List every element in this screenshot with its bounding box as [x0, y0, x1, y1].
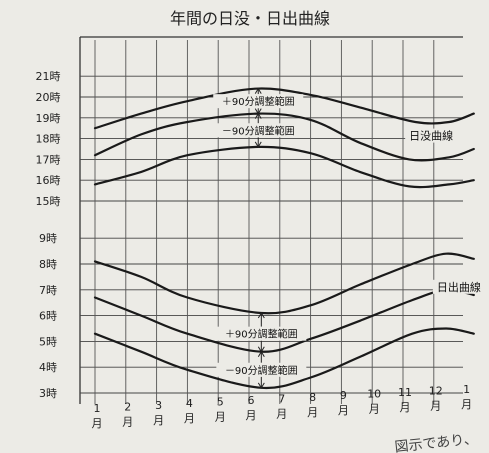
sunset-curve [93, 145, 475, 189]
curve-label-bg [432, 279, 489, 294]
x-tick-unit: 月 [369, 403, 380, 416]
sunrise-curve [93, 327, 475, 390]
x-tick-number: 11 [398, 386, 412, 399]
y-tick-label: 9時 [39, 232, 57, 245]
annotation-label: －90分調整範囲 [222, 124, 295, 137]
y-tick-label: 6時 [39, 310, 57, 323]
x-tick-number: 9 [340, 389, 347, 402]
footer-text: 図示であり、 [394, 431, 479, 453]
y-tick-label: 18時 [36, 133, 61, 146]
x-tick-unit: 月 [276, 407, 287, 420]
x-tick-number: 8 [309, 391, 316, 404]
sunset-curve [93, 87, 475, 130]
x-tick-number: 1 [463, 383, 470, 396]
sunrise-curve [93, 252, 475, 315]
x-tick-unit: 月 [307, 406, 318, 419]
annotation-arrowhead [254, 87, 262, 94]
y-tick-label: 3時 [39, 387, 57, 400]
x-tick-number: 6 [248, 394, 255, 407]
x-tick-unit: 月 [461, 398, 472, 411]
sunset-curve [93, 112, 475, 162]
x-tick-unit: 月 [184, 412, 195, 425]
sunrise-curve [93, 288, 475, 353]
x-tick-unit: 月 [153, 414, 164, 427]
y-tick-label: 8時 [39, 258, 57, 271]
annotation-label: ＋90分調整範囲 [225, 328, 298, 341]
x-tick-number: 10 [367, 388, 381, 401]
y-tick-label: 21時 [36, 70, 61, 83]
x-tick-number: 2 [124, 400, 131, 413]
annotation-label-bg [213, 94, 304, 109]
annotation-label: ＋90分調整範囲 [222, 95, 295, 108]
x-tick-unit: 月 [338, 404, 349, 417]
curve-label: 日没曲線 [409, 129, 453, 143]
y-tick-label: 5時 [39, 335, 57, 348]
x-tick-number: 5 [217, 396, 224, 409]
x-tick-number: 12 [429, 384, 443, 397]
x-tick-unit: 月 [400, 401, 411, 414]
x-tick-unit: 月 [122, 415, 133, 428]
y-tick-label: 15時 [36, 195, 61, 208]
x-tick-number: 4 [186, 397, 193, 410]
annotation-arrowhead [257, 350, 265, 357]
x-tick-number: 1 [94, 402, 101, 415]
annotation-label: －90分調整範囲 [225, 364, 298, 377]
annotation-label-bg [216, 326, 307, 341]
annotation-arrowhead [257, 382, 265, 389]
chart-title: 年間の日没・日出曲線 [170, 9, 330, 28]
y-tick-label: 17時 [36, 153, 61, 166]
x-tick-unit: 月 [246, 409, 257, 422]
x-tick-number: 3 [155, 399, 162, 412]
x-tick-unit: 月 [430, 399, 441, 412]
annotation-label-bg [216, 362, 307, 377]
y-tick-label: 7時 [39, 284, 57, 297]
x-tick-number: 7 [278, 392, 285, 405]
y-tick-label: 16時 [36, 174, 61, 187]
curve-label: 日出曲線 [437, 280, 481, 294]
annotation-arrowhead [254, 141, 262, 148]
annotation-arrowhead [254, 112, 262, 119]
y-tick-label: 19時 [36, 112, 61, 125]
x-tick-unit: 月 [215, 411, 226, 424]
curve-label-bg [405, 128, 464, 143]
x-tick-unit: 月 [92, 417, 103, 430]
y-tick-label: 20時 [36, 91, 61, 104]
annotation-label-bg [213, 123, 304, 138]
annotation-arrowhead [257, 312, 265, 319]
y-tick-label: 4時 [39, 361, 57, 374]
